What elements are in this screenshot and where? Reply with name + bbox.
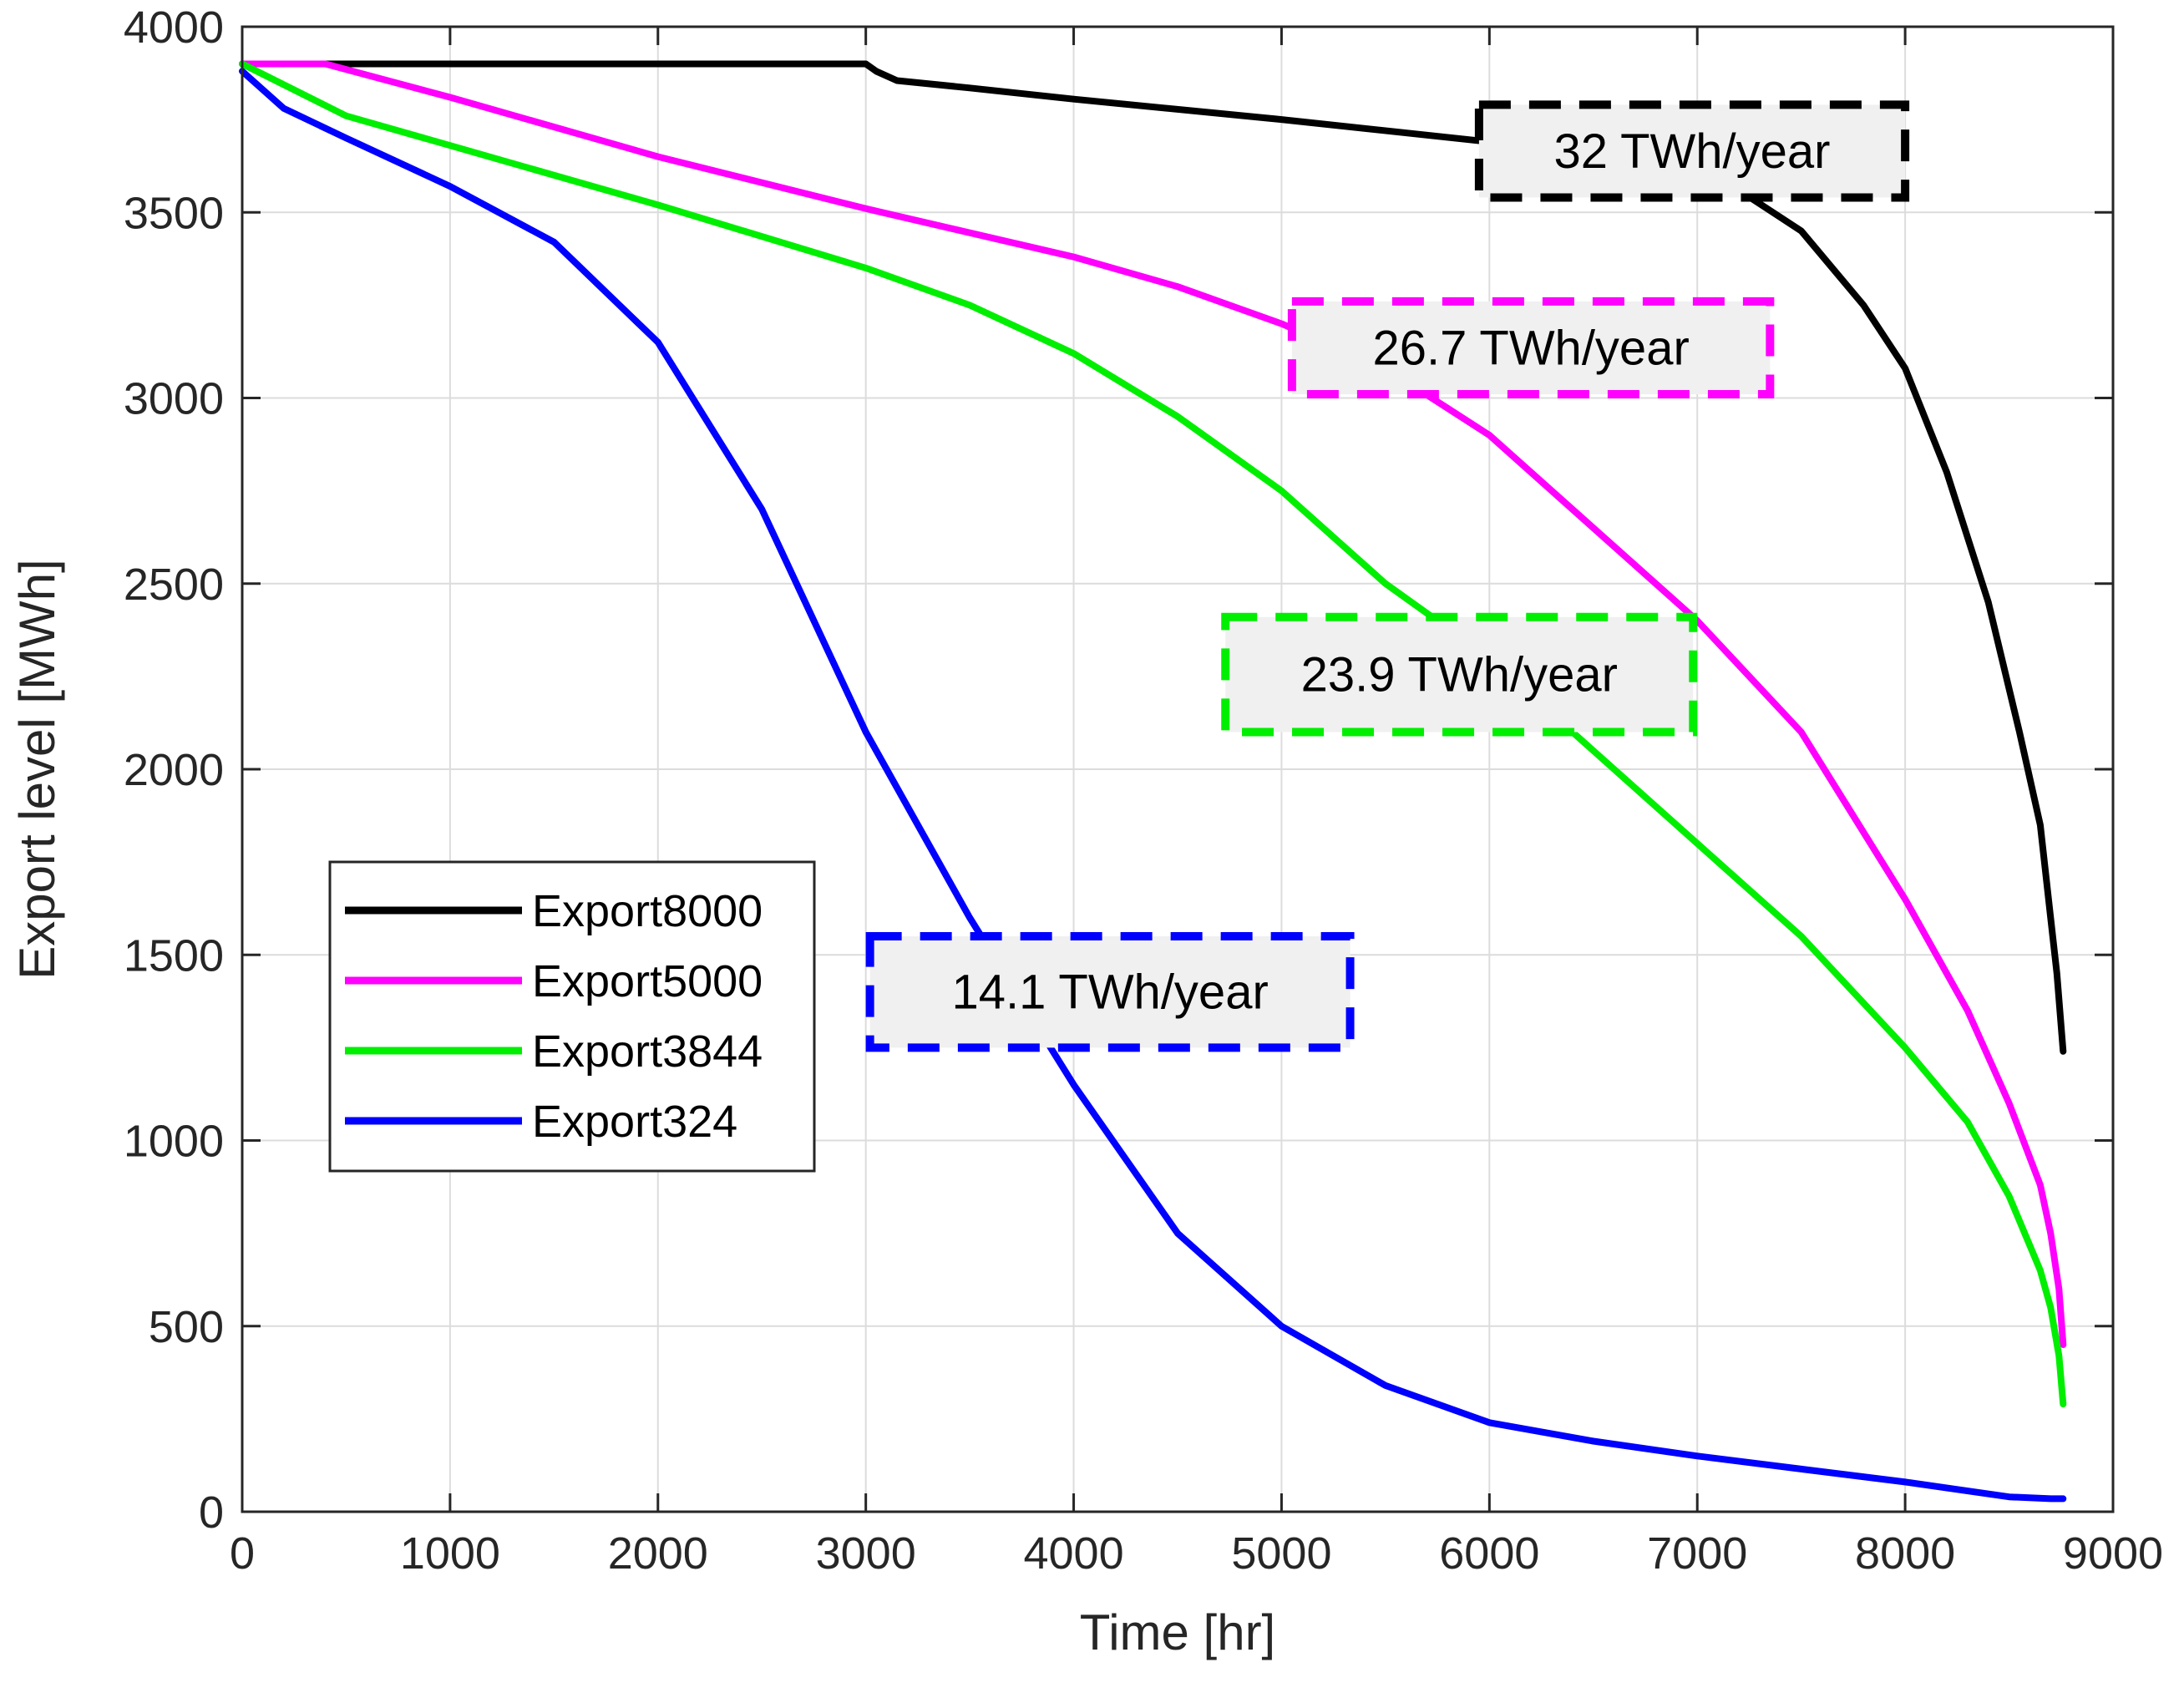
x-tick-label: 0 <box>230 1528 255 1579</box>
annotations: 32 TWh/year 26.7 TWh/year 23.9 TWh/year 14.… <box>865 100 1910 1052</box>
x-tick-label: 6000 <box>1439 1528 1539 1579</box>
legend-entry-label: Export5000 <box>532 956 763 1006</box>
y-tick-label: 500 <box>149 1302 224 1352</box>
x-tick-label: 8000 <box>1855 1528 1955 1579</box>
annotation-frame <box>1474 100 1910 202</box>
x-tick-label: 9000 <box>2063 1528 2163 1579</box>
y-tick-label: 2500 <box>124 560 224 610</box>
x-tick-label: 3000 <box>816 1528 916 1579</box>
x-tick-label: 7000 <box>1647 1528 1747 1579</box>
legend-entry-label: Export8000 <box>532 886 763 936</box>
annotation-frame <box>1221 612 1698 737</box>
y-axis-label: Export level [MWh] <box>9 559 65 979</box>
axes: 0 1000 2000 3000 4000 5000 6000 7000 8000 9000 0 50… <box>124 3 2163 1579</box>
x-tick-label: 2000 <box>608 1528 708 1579</box>
annotation-box: 26.7 TWh/year <box>1287 297 1775 399</box>
y-tick-label: 1500 <box>124 930 224 981</box>
legend-entry-label: Export3844 <box>532 1026 763 1077</box>
y-tick-label: 0 <box>199 1488 224 1538</box>
x-tick-label: 4000 <box>1023 1528 1123 1579</box>
y-tick-label: 3500 <box>124 188 224 238</box>
x-tick-label: 1000 <box>400 1528 500 1579</box>
series-line-export324 <box>239 68 2067 1503</box>
annotation-label: 26.7 TWh/year <box>1372 321 1689 375</box>
legend: Export8000 Export5000 Export3844 Export324 <box>328 860 816 1173</box>
y-tick-label: 3000 <box>124 374 224 424</box>
annotation-box: 14.1 TWh/year <box>865 932 1355 1052</box>
annotation-frame <box>865 932 1355 1052</box>
y-tick-label: 1000 <box>124 1117 224 1167</box>
annotation-box: 23.9 TWh/year <box>1221 612 1698 737</box>
x-tick-label: 5000 <box>1231 1528 1331 1579</box>
annotation-label: 32 TWh/year <box>1554 124 1831 179</box>
annotation-label: 23.9 TWh/year <box>1301 648 1618 702</box>
annotation-frame <box>1287 297 1775 399</box>
series-line-export5000 <box>239 60 2067 1348</box>
annotation-box: 32 TWh/year <box>1474 100 1910 202</box>
legend-entry-label: Export324 <box>532 1097 737 1147</box>
annotation-label: 14.1 TWh/year <box>951 966 1268 1020</box>
y-tick-label: 4000 <box>124 3 224 53</box>
x-axis-label: Time [hr] <box>1080 1604 1275 1660</box>
y-tick-label: 2000 <box>124 745 224 795</box>
